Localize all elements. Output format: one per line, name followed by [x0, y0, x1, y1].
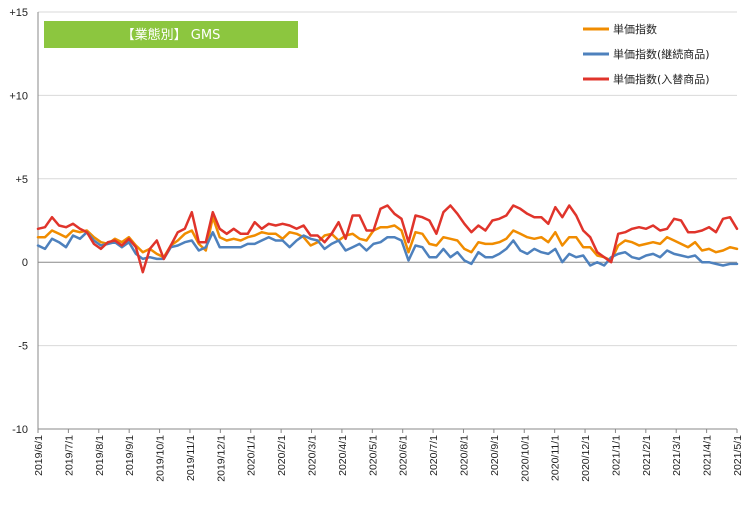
x-tick-label: 2019/6/1 — [33, 435, 45, 476]
x-tick-label: 2019/7/1 — [63, 435, 75, 476]
y-tick-label: +15 — [9, 7, 28, 19]
x-tick-label: 2021/1/1 — [610, 435, 622, 476]
y-tick-label: 0 — [22, 257, 28, 269]
x-tick-label: 2020/11/1 — [550, 435, 562, 481]
title-banner — [44, 21, 298, 48]
legend-label: 単価指数(継続商品) — [613, 47, 710, 61]
x-tick-label: 2020/12/1 — [580, 435, 592, 482]
x-tick-labels: 2019/6/1 2019/7/1 2019/8/1 2019/9/1 2019/10/… — [33, 435, 742, 482]
x-tick-label: 2019/9/1 — [124, 435, 136, 476]
x-tick-label: 2019/10/1 — [155, 435, 167, 482]
x-tick-label: 2020/3/1 — [307, 435, 319, 476]
chart-title: 【業態別】 GMS — [122, 27, 221, 43]
legend-label: 単価指数(入替商品) — [613, 72, 710, 86]
x-tick-label: 2020/7/1 — [428, 435, 440, 476]
x-tick-label: 2021/5/1 — [732, 435, 742, 476]
x-tick-label: 2020/10/1 — [519, 435, 531, 482]
y-tick-labels: +15 +10 +5 0 -5 -10 — [9, 7, 28, 436]
legend-label: 単価指数 — [613, 22, 657, 36]
y-tick-label: -10 — [12, 424, 28, 436]
x-tick-label: 2020/4/1 — [337, 435, 349, 476]
x-tick-label: 2019/12/1 — [215, 435, 227, 482]
x-tick-label: 2019/11/1 — [185, 435, 197, 481]
x-tick-label: 2021/3/1 — [671, 435, 683, 476]
x-tick-label: 2020/9/1 — [489, 435, 501, 476]
x-tick-label: 2020/6/1 — [398, 435, 410, 476]
y-tick-label: +10 — [9, 90, 28, 102]
y-tick-label: +5 — [15, 174, 28, 186]
series-lines — [36, 204, 739, 274]
series-line-1 — [36, 215, 739, 262]
x-tick-label: 2021/4/1 — [702, 435, 714, 476]
x-tick-label: 2020/1/1 — [246, 435, 258, 476]
axes — [37, 12, 738, 433]
x-tick-label: 2020/5/1 — [367, 435, 379, 476]
x-tick-label: 2021/2/1 — [641, 435, 653, 476]
series-line-3 — [36, 204, 739, 274]
series-line-2 — [36, 230, 739, 267]
x-tick-label: 2020/8/1 — [458, 435, 470, 476]
y-tick-label: -5 — [18, 341, 28, 353]
x-tick-label: 2020/2/1 — [276, 435, 288, 476]
x-tick-label: 2019/8/1 — [94, 435, 106, 476]
